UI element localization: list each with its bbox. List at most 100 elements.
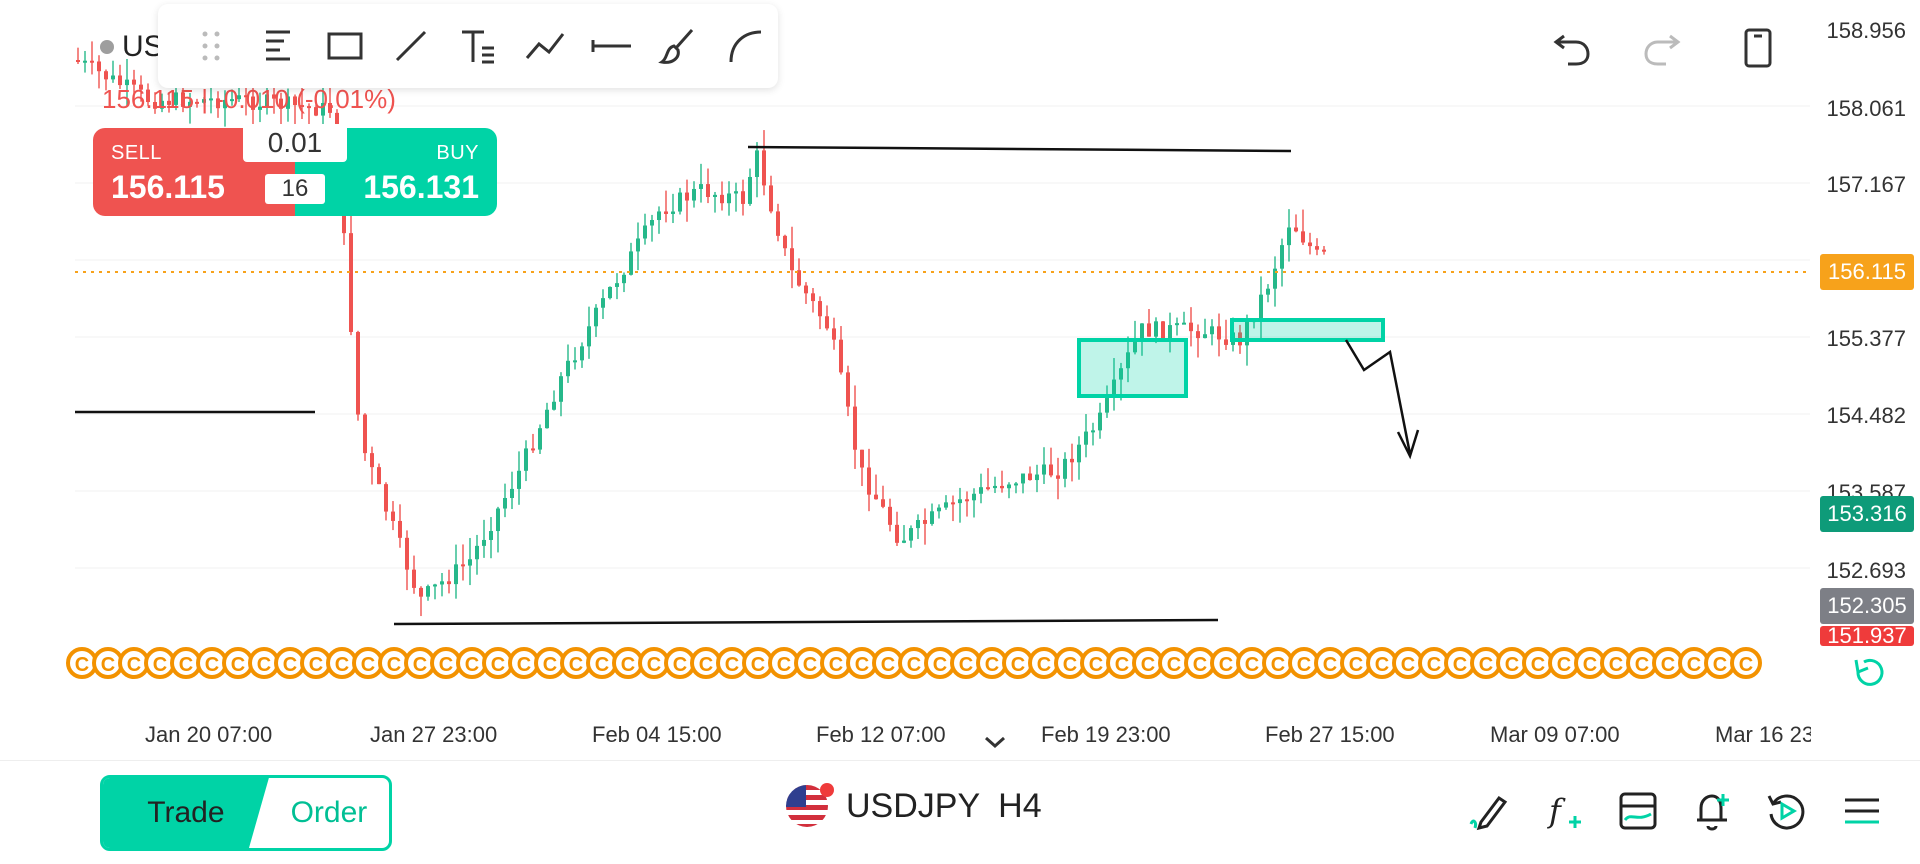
sell-button[interactable]: SELL 156.115	[93, 128, 295, 216]
candle-body	[174, 92, 178, 105]
candle-body	[643, 225, 647, 239]
candle-body	[916, 520, 920, 529]
candle-body	[622, 274, 626, 284]
candle-body	[139, 84, 143, 90]
candle-body	[1105, 396, 1109, 413]
candle-body	[818, 301, 822, 317]
templates-icon[interactable]	[1610, 783, 1666, 839]
projection-arrow	[1344, 339, 1412, 455]
drawing-tools-icon[interactable]	[1462, 783, 1518, 839]
candle-body	[1112, 379, 1116, 397]
text-icon[interactable]	[445, 16, 512, 76]
candle-body	[538, 428, 542, 450]
economic-event-marker-label: C	[1063, 654, 1077, 676]
candle-body	[1147, 323, 1151, 337]
reset-chart-icon[interactable]	[1842, 644, 1898, 700]
brush-icon[interactable]	[645, 16, 712, 76]
candle-body	[314, 107, 318, 116]
trend-line-icon[interactable]	[378, 16, 445, 76]
economic-event-marker-label: C	[855, 654, 869, 676]
economic-event-marker-label: C	[751, 654, 765, 676]
candle-body	[734, 191, 738, 194]
candle-body	[363, 414, 367, 454]
horizontal-ray-icon[interactable]	[578, 16, 645, 76]
economic-event-marker-label: C	[1037, 654, 1051, 676]
alert-add-icon[interactable]	[1684, 783, 1740, 839]
current-price-tag: 156.115	[1820, 254, 1914, 290]
candle-body	[384, 484, 388, 512]
trade-panel: SELL 156.115 BUY 156.131	[93, 128, 497, 216]
candle-body	[1315, 246, 1319, 250]
y-axis-label: 157.167	[1826, 172, 1906, 197]
candle-body	[874, 494, 878, 500]
market-status-icon	[100, 40, 114, 54]
x-axis-label: Mar 09 07:00	[1490, 722, 1620, 747]
economic-event-marker-label: C	[127, 654, 141, 676]
path-icon[interactable]	[511, 16, 578, 76]
candle-body	[769, 185, 773, 212]
economic-event-marker-label: C	[621, 654, 635, 676]
candle-body	[279, 98, 283, 109]
economic-event-marker-label: C	[1687, 654, 1701, 676]
menu-icon[interactable]	[1834, 783, 1890, 839]
replay-icon[interactable]	[1758, 783, 1814, 839]
candle-body	[1070, 458, 1074, 463]
candle-body	[552, 401, 556, 410]
trade-tab[interactable]: Trade	[103, 778, 269, 848]
candle-body	[783, 235, 787, 249]
candle-body	[811, 293, 815, 302]
order-tab[interactable]: Order	[290, 796, 368, 829]
undo-icon[interactable]	[1544, 20, 1600, 76]
candle-body	[244, 95, 248, 98]
candle-body	[461, 564, 465, 567]
candle-body	[748, 176, 752, 204]
candle-body	[979, 487, 983, 494]
candle-body	[1224, 339, 1228, 345]
candle-body	[153, 102, 157, 109]
redo-icon[interactable]	[1634, 20, 1690, 76]
candle-body	[1245, 321, 1249, 346]
arrowhead	[1396, 429, 1420, 460]
candle-body	[1084, 431, 1088, 445]
symbol-ticker[interactable]: US	[100, 30, 164, 64]
collapse-panel-handle[interactable]	[905, 722, 1085, 762]
economic-event-marker-label: C	[699, 654, 713, 676]
economic-event-marker-label: C	[1193, 654, 1207, 676]
candle-body	[832, 328, 836, 340]
economic-event-marker-label: C	[1271, 654, 1285, 676]
candle-body	[951, 502, 955, 505]
economic-event-marker-label: C	[959, 654, 973, 676]
economic-event-marker-label: C	[1531, 654, 1545, 676]
candle-body	[1007, 484, 1011, 489]
phone-layout-icon[interactable]	[1730, 20, 1786, 76]
timeframe-label[interactable]: H4	[998, 786, 1042, 825]
candle-body	[328, 103, 332, 113]
y-axis-label: 154.482	[1826, 403, 1906, 428]
candle-body	[1049, 464, 1053, 476]
economic-event-marker-label: C	[647, 654, 661, 676]
candle-body	[517, 470, 521, 489]
economic-event-marker-label: C	[569, 654, 583, 676]
support-line-bottom	[393, 618, 1219, 626]
rectangle-icon[interactable]	[311, 16, 378, 76]
candle-body	[545, 409, 549, 429]
candle-body	[1035, 474, 1039, 481]
candle-body	[531, 448, 535, 451]
y-axis-label: 155.377	[1826, 326, 1906, 351]
indicators-icon[interactable]: f	[1536, 783, 1592, 839]
candle-body	[1308, 242, 1312, 247]
candle-body	[503, 497, 507, 509]
economic-event-marker-label: C	[75, 654, 89, 676]
candle-body	[790, 248, 794, 271]
buy-button[interactable]: BUY 156.131	[295, 128, 497, 216]
candle-body	[986, 487, 990, 490]
lot-size-input[interactable]: 0.01	[243, 124, 347, 162]
zone-rectangle	[1230, 318, 1385, 342]
arc-icon[interactable]	[711, 16, 778, 76]
economic-event-marker-label: C	[1167, 654, 1181, 676]
drag-handle-icon[interactable]	[178, 16, 245, 76]
candle-body	[524, 448, 528, 471]
fib-levels-icon[interactable]	[245, 16, 312, 76]
